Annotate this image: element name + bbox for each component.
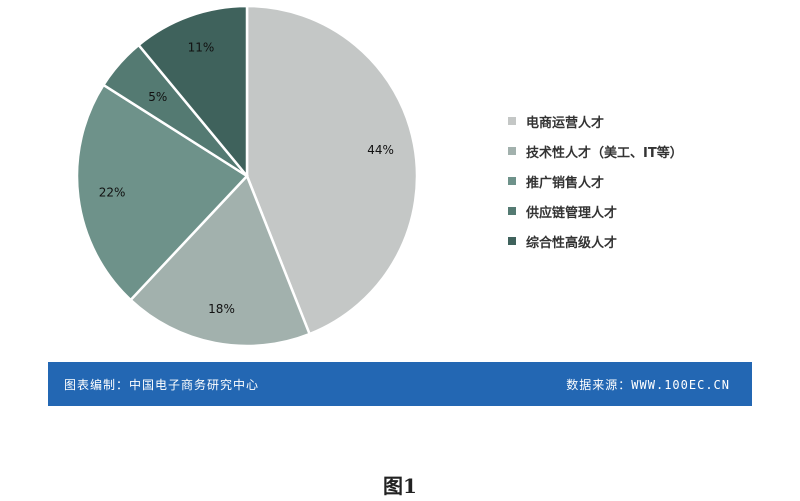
- banner-credit: 图表编制：中国电子商务研究中心: [64, 377, 260, 392]
- legend-item-5: 综合性高级人才: [508, 226, 683, 256]
- slice-label-2: 18%: [208, 302, 235, 316]
- legend-item-2: 技术性人才（美工、IT等）: [508, 136, 683, 166]
- legend-item-4: 供应链管理人才: [508, 196, 683, 226]
- legend-swatch-4: [508, 207, 516, 215]
- banner-source: 数据来源：WWW.100EC.CN: [566, 377, 730, 392]
- pie-chart: 44% 18% 22% 5% 11%: [75, 4, 419, 348]
- chart-legend: 电商运营人才技术性人才（美工、IT等） 推广销售人才 供应链管理人才 综合性高级人才: [508, 106, 683, 256]
- legend-label-5: 综合性高级人才: [526, 235, 618, 251]
- legend-swatch-3: [508, 177, 516, 185]
- legend-label-1: 电商运营人才: [526, 115, 605, 131]
- legend-swatch-2: [508, 147, 516, 155]
- slice-label-3: 22%: [99, 186, 126, 200]
- legend-swatch-5: [508, 237, 516, 245]
- legend-label-3: 推广销售人才: [526, 175, 605, 191]
- pie-slice-5: [136, 4, 249, 180]
- pie-slice-3: [75, 83, 249, 302]
- source-banner: 图表编制：中国电子商务研究中心 数据来源：WWW.100EC.CN: [48, 362, 752, 406]
- slice-label-5: 11%: [188, 41, 215, 55]
- legend-item-1: 电商运营人才: [508, 106, 683, 136]
- slice-label-1: 44%: [367, 143, 394, 157]
- pie-slice-1: [245, 4, 419, 336]
- legend-label-4: 供应链管理人才: [526, 205, 618, 221]
- figure-caption: 图1: [383, 474, 417, 498]
- legend-item-3: 推广销售人才: [508, 166, 683, 196]
- legend-label-2: 技术性人才（美工、IT等）: [526, 145, 683, 161]
- legend-swatch-1: [508, 117, 516, 125]
- slice-label-4: 5%: [148, 90, 167, 104]
- pie-slice-2: [128, 173, 312, 348]
